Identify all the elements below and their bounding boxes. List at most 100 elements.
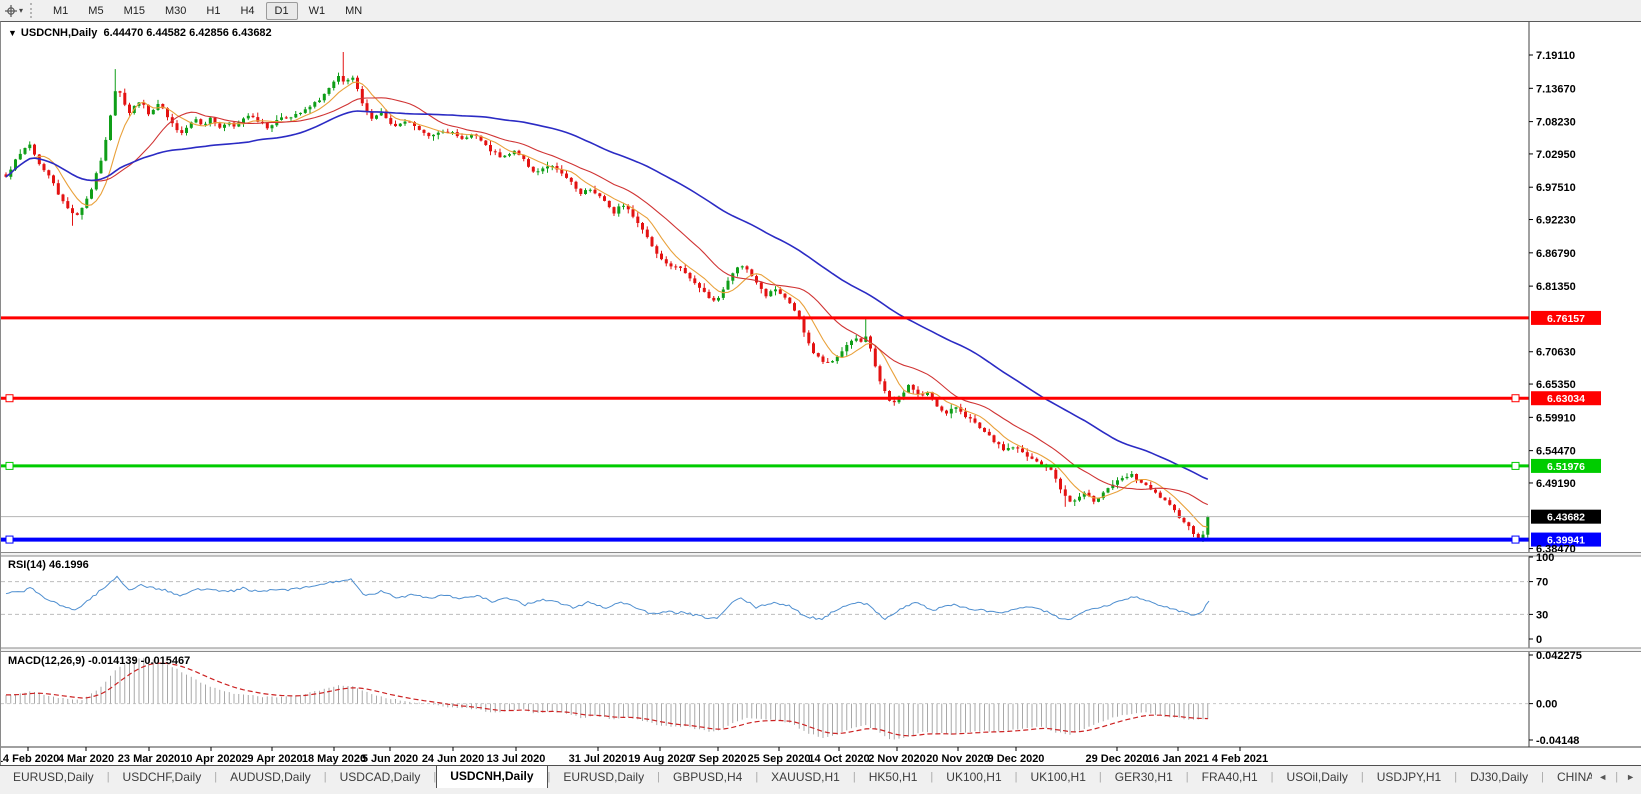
crosshair-tool-icon[interactable] [4, 4, 18, 18]
chart-tab-gbpusd-h4[interactable]: GBPUSD,H4 [672, 770, 743, 784]
price-badge-support-blue [1531, 532, 1601, 547]
price-badge-label: 6.76157 [1547, 313, 1585, 325]
chart-tab-xauusd-h1[interactable]: XAUUSD,H1 [771, 770, 840, 784]
time-axis-label: 29 Apr 2020 [241, 753, 302, 765]
tab-separator: | [214, 771, 218, 783]
timeframe-button-m1[interactable]: M1 [53, 4, 69, 17]
tab-separator: | [930, 771, 934, 783]
price-badge-label: 6.39941 [1547, 535, 1585, 547]
chart-tabs: EURUSD,Daily | USDCHF,Daily | AUDUSD,Daily | U… [0, 766, 1592, 788]
level-handle-support-blue[interactable] [5, 535, 14, 544]
candlestick-series[interactable] [4, 52, 1210, 542]
chart-tab-audusd-daily[interactable]: AUDUSD,Daily [230, 770, 311, 784]
timeframe-toolbar: ▾ M1 M5 M15 M30 H1 H4 D1 W1 MN [0, 0, 1641, 21]
timeframe-button-m5[interactable]: M5 [88, 4, 104, 17]
tab-separator: | [1454, 771, 1458, 783]
timeframe-button-m30[interactable]: M30 [164, 4, 187, 17]
tab-separator: | [1541, 771, 1544, 783]
timeframe-button-mn[interactable]: MN [345, 4, 363, 17]
chart-tab-usdcad-daily[interactable]: USDCAD,Daily [339, 770, 421, 784]
chart-tab-bar: EURUSD,Daily | USDCHF,Daily | AUDUSD,Daily | U… [0, 765, 1641, 788]
chart-tab-hk50-h1[interactable]: HK50,H1 [868, 770, 918, 784]
chart-tab-usoil-daily[interactable]: USOil,Daily [1286, 770, 1348, 784]
level-handle-resistance-lower[interactable] [5, 394, 14, 403]
time-axis-label: 19 Aug 2020 [628, 753, 692, 765]
time-axis-label: 13 Jul 2020 [487, 753, 546, 765]
timeframe-button-h4[interactable]: H4 [240, 4, 255, 17]
rsi-axis-label: 100 [1536, 552, 1554, 564]
time-axis-label: 9 Dec 2020 [988, 753, 1045, 765]
tab-separator: | [852, 771, 856, 783]
rsi-axis-label: 0 [1536, 634, 1542, 646]
price-badge-support-green [1531, 458, 1601, 473]
price-axis-label: 6.97510 [1536, 182, 1576, 194]
price-badge-label: 6.51976 [1547, 461, 1585, 473]
time-axis-label: 14 Feb 2020 [1, 753, 59, 765]
tab-separator: | [755, 771, 759, 783]
timeframe-button-m15[interactable]: M15 [123, 4, 145, 17]
price-chart-canvas[interactable]: 6.76157 6.63034 6.51976 6.43682 6.39941 7.191… [1, 22, 1641, 766]
price-axis-label: 6.49190 [1536, 478, 1576, 490]
tab-separator: | [657, 771, 660, 783]
chart-tab-eurusd-daily[interactable]: EURUSD,Daily [13, 770, 94, 784]
time-axis-label: 23 Mar 2020 [118, 753, 180, 765]
tabs-scroll-left-icon[interactable]: ◄ [1598, 772, 1608, 782]
time-axis-label: 10 Apr 2020 [180, 753, 241, 765]
chart-tab-usdcnh-daily[interactable]: USDCNH,Daily [436, 766, 548, 788]
time-axis-label: 4 Mar 2020 [58, 753, 114, 765]
price-axis-label: 7.02950 [1536, 149, 1576, 161]
timeframe-button-h1[interactable]: H1 [206, 4, 221, 17]
chart-tab-usdchf-daily[interactable]: USDCHF,Daily [122, 770, 202, 784]
chart-tab-usdjpy-h1[interactable]: USDJPY,H1 [1376, 770, 1442, 784]
tab-separator: | [1098, 771, 1102, 783]
tool-dropdown-caret-icon[interactable]: ▾ [19, 6, 24, 15]
timeframe-buttons: M1 M5 M15 M30 H1 H4 D1 W1 MN [43, 1, 372, 20]
time-axis-label: 20 Nov 2020 [926, 753, 990, 765]
time-axis-label: 25 Sep 2020 [748, 753, 811, 765]
timeframe-button-d1[interactable]: D1 [265, 1, 298, 20]
price-badge-resistance-upper [1531, 310, 1601, 325]
chart-tab-eurusd-daily[interactable]: EURUSD,Daily [563, 770, 645, 784]
rsi-line [5, 575, 1210, 621]
macd-histogram [5, 657, 1209, 740]
price-axis-label: 6.65350 [1536, 379, 1576, 391]
price-axis-label: 7.13670 [1536, 83, 1576, 95]
level-handle-resistance-lower[interactable] [1511, 394, 1520, 403]
chart-tab-uk100-h1[interactable]: UK100,H1 [946, 770, 1002, 784]
chart-tab-fra40-h1[interactable]: FRA40,H1 [1201, 770, 1258, 784]
macd-axis-label: 0.00 [1536, 699, 1557, 711]
time-axis-label: 29 Dec 2020 [1086, 753, 1149, 765]
macd-axis-label: -0.04148 [1536, 735, 1579, 747]
rsi-axis-label: 70 [1536, 577, 1548, 589]
moving-average-ma-fast[interactable] [5, 81, 1208, 528]
tab-separator: | [1014, 771, 1018, 783]
rsi-axis-label: 30 [1536, 609, 1548, 621]
price-axis-label: 6.59910 [1536, 412, 1576, 424]
level-handle-support-blue[interactable] [1511, 535, 1520, 544]
chart-tab-ger30-h1[interactable]: GER30,H1 [1114, 770, 1173, 784]
price-axis-label: 6.86790 [1536, 248, 1576, 260]
chart-tab-china300-h1[interactable]: CHINA300,H1 [1556, 770, 1593, 784]
timeframe-button-w1[interactable]: W1 [308, 4, 326, 17]
tabs-scroll-right-icon[interactable]: ► [1626, 772, 1635, 782]
time-axis-label: 2 Nov 2020 [868, 753, 925, 765]
price-axis-label: 7.19110 [1536, 50, 1575, 62]
price-axis-label: 7.08230 [1536, 117, 1576, 129]
time-axis-label: 31 Jul 2020 [569, 753, 628, 765]
chart-window[interactable]: 6.76157 6.63034 6.51976 6.43682 6.39941 7.191… [0, 21, 1641, 765]
tab-separator: | [433, 771, 437, 783]
level-handle-support-green[interactable] [5, 461, 14, 470]
time-axis-label: 5 Jun 2020 [362, 753, 418, 765]
toolbar-grip[interactable] [30, 3, 35, 18]
tab-separator: | [1360, 771, 1364, 783]
time-axis-label: 7 Sep 2020 [690, 753, 747, 765]
chart-tab-uk100-h1[interactable]: UK100,H1 [1030, 770, 1086, 784]
level-handle-support-green[interactable] [1511, 461, 1520, 470]
tab-separator: | [106, 771, 110, 783]
price-badge-label: 6.63034 [1547, 393, 1585, 405]
moving-average-ma-slow[interactable] [5, 110, 1209, 481]
moving-average-ma-mid[interactable] [5, 97, 1209, 506]
price-axis-label: 6.54470 [1536, 446, 1576, 458]
chart-tab-dj30-daily[interactable]: DJ30,Daily [1470, 770, 1529, 784]
tab-separator: | [323, 771, 327, 783]
